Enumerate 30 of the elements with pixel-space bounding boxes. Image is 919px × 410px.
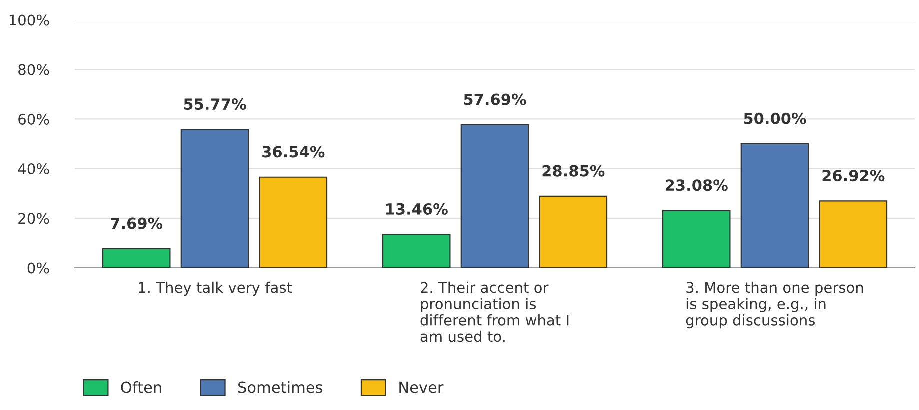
bar: [180, 129, 250, 268]
data-label: 57.69%: [464, 94, 526, 106]
data-label: 36.54%: [262, 146, 325, 158]
data-label: 23.08%: [666, 180, 728, 192]
y-tick-label: 80%: [18, 64, 50, 76]
data-label: 55.77%: [184, 98, 246, 110]
data-label: 13.46%: [386, 203, 448, 215]
y-tick-label: 60%: [18, 114, 50, 125]
data-label: 26.92%: [822, 170, 885, 182]
legend-label: Never: [400, 382, 444, 394]
legend-label: Sometimes: [238, 381, 323, 394]
bar: [259, 176, 328, 268]
bar: [460, 124, 530, 268]
x-tick-label: 3. More than one person is speaking, e.g., in group discussions: [686, 282, 864, 329]
y-tick-label: 20%: [18, 213, 50, 224]
bar: [819, 200, 888, 268]
bar: [662, 210, 731, 268]
x-tick-label: 2. Their accent or pronunciation is different from what I am used to.: [420, 282, 569, 342]
data-label: 7.69%: [111, 218, 163, 230]
bar: [539, 196, 608, 268]
x-tick-label: 1. They talk very fast: [139, 282, 292, 296]
bar: [740, 143, 810, 268]
y-tick-label: 40%: [18, 164, 50, 175]
bar: [102, 248, 171, 268]
legend-label: Often: [121, 381, 162, 394]
bar: [382, 234, 451, 268]
y-tick-label: 100%: [10, 14, 50, 26]
data-label: 28.85%: [542, 165, 605, 177]
data-label: 50.00%: [744, 112, 806, 124]
y-tick-label: 0%: [28, 262, 50, 274]
